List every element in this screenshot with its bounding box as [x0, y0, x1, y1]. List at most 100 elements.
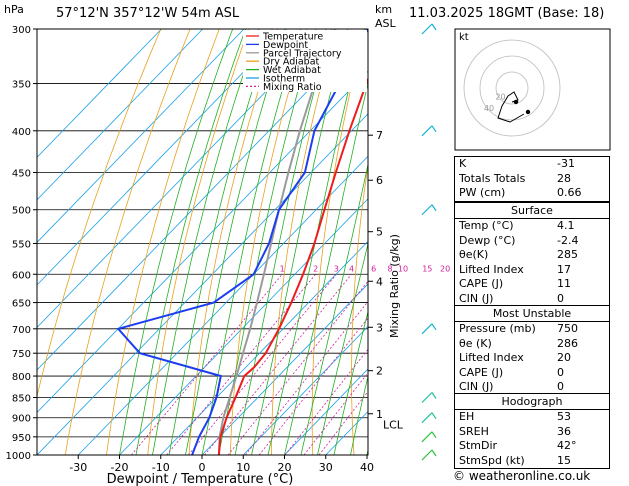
pressure-tick-label: 750 [12, 349, 31, 360]
mixing-ratio-label: 10 [398, 264, 408, 273]
legend-box [243, 30, 367, 92]
dry-adiabat-line [271, 29, 337, 455]
mixing-ratio-label: 15 [422, 264, 432, 273]
dry-adiabat-line [188, 29, 279, 455]
row-label: EH [459, 410, 475, 423]
table-row: CIN (J) 0 [455, 292, 609, 307]
isotherm-line [284, 368, 368, 455]
row-value: -31 [557, 157, 575, 170]
row-label: CAPE (J) [459, 365, 504, 379]
row-value: 15 [557, 453, 571, 467]
wind-barb [421, 449, 433, 461]
wet-adiabat-line [267, 29, 365, 455]
wind-barb [421, 23, 433, 35]
row-value: 0 [557, 365, 564, 379]
row-label: Lifted Index [459, 262, 524, 276]
wind-barb-flag [431, 449, 437, 457]
wind-barb-flag [431, 23, 437, 31]
row-label: Temp (°C) [459, 219, 514, 232]
table-row: Pressure (mb) 750 [455, 322, 609, 337]
pressure-tick-label: 500 [12, 206, 31, 217]
mixing-ratio-label: 3 [334, 264, 339, 273]
row-value: 0.66 [557, 186, 582, 199]
x-axis-label: Dewpoint / Temperature (°C) [107, 472, 294, 486]
dry-adiabat-line [37, 29, 162, 398]
height-tick-label: 1 [376, 408, 383, 421]
mixing-ratio-line [284, 348, 368, 455]
table-row: Lifted Index 20 [455, 351, 609, 366]
dry-adiabat-line [64, 29, 191, 455]
table-row: θe(K) 285 [455, 248, 609, 263]
wind-barb-flag [431, 431, 437, 439]
temperature-tick-label: 40 [360, 461, 374, 474]
isotherm-line [37, 29, 286, 286]
hodograph-kt-label: kt [459, 32, 469, 43]
mixing-ratio-label: 6 [371, 264, 376, 273]
row-value: 0 [557, 380, 564, 393]
lcl-label: LCL [383, 419, 404, 432]
row-value: 4.1 [557, 219, 575, 232]
pressure-tick-label: 800 [12, 372, 31, 383]
height-tick-label: 4 [376, 275, 383, 288]
hpa-label: hPa [4, 3, 24, 16]
temperature-tick-label: -10 [152, 461, 170, 474]
legend-entry: Wet Adiabat [263, 65, 321, 76]
hodograph-end-dot [525, 109, 531, 115]
wet-adiabat-line [135, 29, 246, 455]
wind-barb [421, 204, 433, 216]
isotherm-line [37, 113, 368, 455]
wind-barb-flag [431, 392, 437, 399]
storm-motion-dot [513, 99, 519, 105]
row-value: 286 [557, 336, 578, 350]
mixing-ratio-line [166, 274, 316, 455]
hodograph-ring [479, 55, 545, 121]
temperature-tick-label: 20 [278, 461, 292, 474]
row-label: SREH [459, 424, 489, 438]
height-tick-label: 7 [376, 129, 383, 142]
row-label: CIN (J) [459, 291, 494, 305]
row-value: 53 [557, 410, 571, 423]
isotherm-line [77, 155, 368, 455]
mixing-ratio-line [303, 372, 368, 455]
wet-adiabat-line [333, 310, 368, 455]
legend-entry: Temperature [262, 32, 323, 43]
temperature-tick-label: -30 [69, 461, 87, 474]
mixing-ratio-line [258, 317, 368, 455]
pressure-tick-label: 650 [12, 299, 31, 310]
section-title: Most Unstable [455, 306, 609, 322]
axes: 1234681015202530035040045050055060065070… [6, 25, 465, 474]
hodograph-ring [463, 39, 561, 137]
pressure-tick-label: 1000 [6, 451, 31, 462]
dry-adiabat-line [229, 29, 308, 455]
row-label: θe (K) [459, 336, 492, 350]
mixing-ratio-label: 4 [349, 264, 354, 273]
dry-adiabat-line [427, 29, 454, 455]
table-row: StmDir 42° [455, 439, 609, 454]
row-label: Pressure (mb) [459, 322, 536, 335]
wind-barbs [421, 23, 437, 461]
wind-barb [421, 125, 433, 137]
valid-time-header: 11.03.2025 18GMT (Base: 18) [409, 6, 605, 21]
pressure-tick-label: 450 [12, 168, 31, 179]
wet-adiabat-line [234, 29, 332, 455]
height-tick-label: 2 [376, 365, 383, 378]
pressure-tick-label: 550 [12, 239, 31, 250]
row-label: Dewp (°C) [459, 233, 516, 247]
wet-adiabat-line [317, 241, 368, 455]
isotherm-line [119, 198, 368, 455]
table-row: CIN (J) 0 [455, 380, 609, 395]
legend-entry: Dry Adiabat [263, 57, 320, 68]
table-row: K -31 [455, 157, 609, 172]
isotherm-line [37, 29, 204, 201]
row-value: 0 [557, 291, 564, 305]
mixing-ratio-line [188, 274, 337, 455]
row-value: 42° [557, 439, 577, 452]
row-value: 750 [557, 322, 578, 335]
temperature-tick-label: 0 [199, 461, 206, 474]
dry-adiabat-line [106, 29, 220, 455]
wind-barb [421, 431, 433, 443]
row-label: θe(K) [459, 248, 489, 261]
table-row: Lifted Index 17 [455, 263, 609, 278]
table-row: θe (K) 286 [455, 337, 609, 352]
